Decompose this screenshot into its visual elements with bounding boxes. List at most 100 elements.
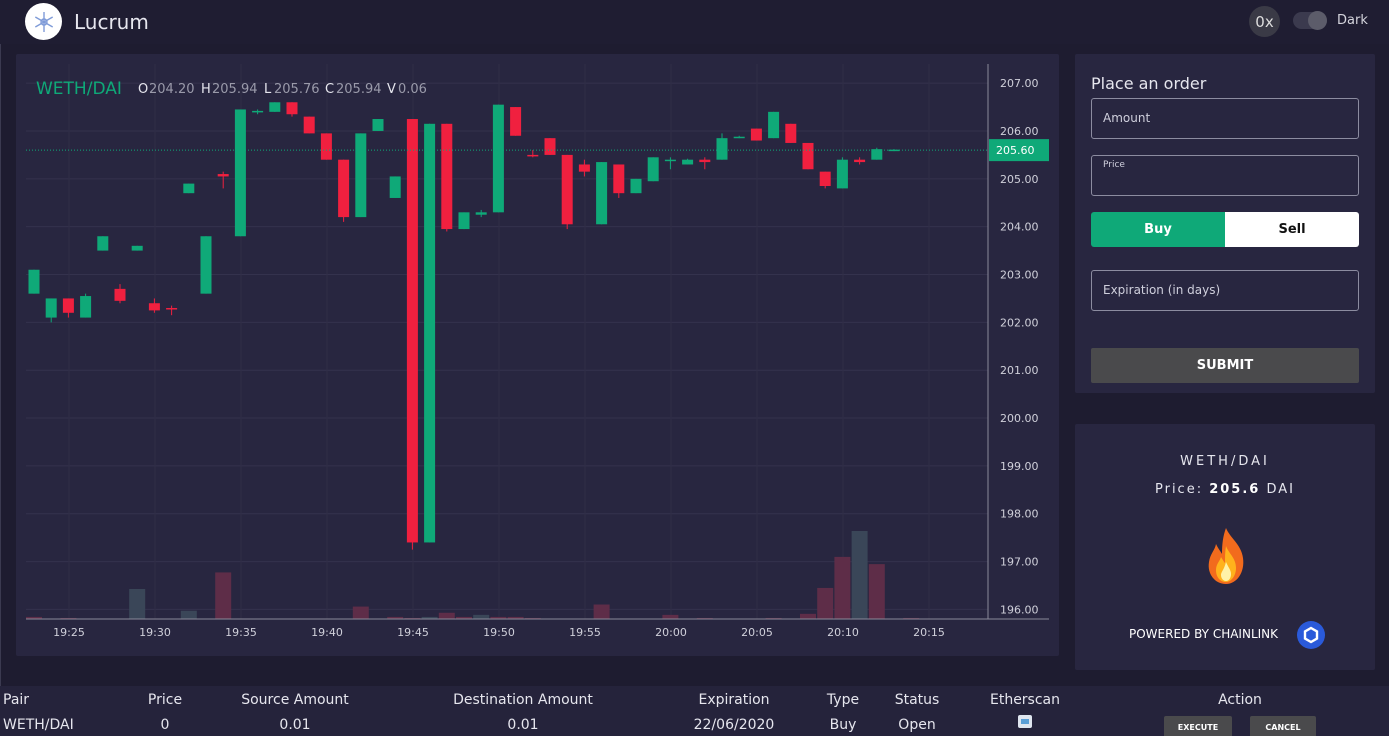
x-tick-label: 19:35 xyxy=(225,626,257,639)
candle xyxy=(355,133,367,218)
candle-body xyxy=(252,110,264,113)
volume-bar xyxy=(593,604,610,619)
candle-body xyxy=(699,159,711,163)
candle-body xyxy=(269,102,281,112)
candle xyxy=(114,284,126,304)
amount-input[interactable]: Amount xyxy=(1091,98,1359,139)
candle-body xyxy=(578,164,590,172)
x-tick-label: 20:05 xyxy=(741,626,773,639)
candle xyxy=(441,123,453,232)
buy-button[interactable]: Buy xyxy=(1091,212,1225,247)
candle-body xyxy=(750,128,762,141)
chainlink-icon xyxy=(1297,621,1325,649)
execute-button[interactable]: EXECUTE xyxy=(1164,716,1232,736)
candle-body xyxy=(647,157,659,182)
candle xyxy=(303,116,315,134)
volume-bar xyxy=(26,616,42,619)
volume-bar xyxy=(696,617,713,619)
theme-toggle[interactable] xyxy=(1293,11,1327,30)
candle xyxy=(527,150,539,158)
sell-button[interactable]: Sell xyxy=(1225,212,1359,247)
left-border xyxy=(0,44,1,686)
candle xyxy=(97,236,109,251)
candle-body xyxy=(62,298,74,313)
candle-body xyxy=(733,136,745,139)
legend-close-value: 205.94 xyxy=(336,82,382,97)
cancel-button[interactable]: CANCEL xyxy=(1250,716,1316,736)
candle-body xyxy=(630,178,642,194)
price-prefix: Price: xyxy=(1154,482,1204,497)
candle-body xyxy=(97,236,109,251)
candle-body xyxy=(389,176,401,198)
chart-pair-label: WETH/DAI xyxy=(36,79,122,99)
candle xyxy=(45,298,57,323)
candle-body xyxy=(372,119,384,131)
volume-bar xyxy=(404,617,421,619)
candle xyxy=(596,162,608,225)
candle-body xyxy=(768,111,780,139)
price-unit: DAI xyxy=(1266,482,1295,497)
candle-body xyxy=(492,104,504,213)
x-tick-label: 19:50 xyxy=(483,626,515,639)
legend-high-label: H xyxy=(201,82,211,97)
candle-body xyxy=(200,236,212,294)
legend-low-value: 205.76 xyxy=(274,82,320,97)
expiration-input[interactable]: Expiration (in days) xyxy=(1091,270,1359,311)
etherscan-link-icon[interactable] xyxy=(1018,715,1032,728)
header-etherscan: Etherscan xyxy=(989,692,1061,708)
y-tick-label: 197.00 xyxy=(1000,556,1039,569)
candle xyxy=(802,142,814,170)
price-chart-panel[interactable]: 207.00 206.00 205.00 204.00 203.00 202.00 201.… xyxy=(16,54,1059,656)
y-tick-label: 206.00 xyxy=(1000,125,1039,138)
candle xyxy=(613,164,625,198)
candle-body xyxy=(338,159,350,218)
current-price-tag xyxy=(989,139,1049,162)
candle-body xyxy=(802,142,814,170)
candle-body xyxy=(303,116,315,134)
y-tick-label: 196.00 xyxy=(1000,603,1039,616)
candle xyxy=(389,176,401,198)
x-tick-label: 19:45 xyxy=(397,626,429,639)
snowflake-icon xyxy=(34,11,53,32)
candle xyxy=(166,305,178,316)
y-tick-label: 198.00 xyxy=(1000,508,1039,521)
candle xyxy=(338,159,350,222)
legend-close-label: C xyxy=(325,82,334,97)
volume-bar xyxy=(903,617,920,619)
current-price-label: 205.60 xyxy=(996,144,1035,157)
candle-body xyxy=(613,164,625,194)
x-tick-label: 19:25 xyxy=(53,626,85,639)
expiration-label: Expiration (in days) xyxy=(1103,283,1221,297)
volume-bar xyxy=(129,588,146,619)
candle-body xyxy=(148,303,160,311)
candle xyxy=(836,157,848,189)
candle xyxy=(578,159,590,177)
candle-body xyxy=(183,183,195,194)
volume-bar xyxy=(352,606,369,619)
candle xyxy=(819,171,831,189)
header-type: Type xyxy=(826,692,860,708)
candle-body xyxy=(406,119,418,543)
candle-body xyxy=(596,162,608,225)
candle xyxy=(320,133,332,160)
candle xyxy=(682,158,694,165)
x-tick-label: 19:40 xyxy=(311,626,343,639)
cell-expiration: 22/06/2020 xyxy=(693,717,775,733)
price-input[interactable]: Price xyxy=(1091,155,1359,196)
orders-table: Pair Price Source Amount Destination Amo… xyxy=(0,686,1389,736)
y-tick-label: 204.00 xyxy=(1000,221,1039,234)
candle-body xyxy=(441,123,453,230)
candle xyxy=(716,133,728,160)
volume-bar xyxy=(438,612,455,619)
buy-sell-toggle: Buy Sell xyxy=(1091,212,1359,247)
candle-body xyxy=(320,133,332,160)
legend-open-value: 204.20 xyxy=(149,82,195,97)
candle-body xyxy=(871,149,883,160)
zerox-badge[interactable]: 0x xyxy=(1249,6,1280,37)
candle xyxy=(699,157,711,170)
header-destination-amount: Destination Amount xyxy=(453,692,593,708)
candlestick-chart[interactable]: 207.00 206.00 205.00 204.00 203.00 202.00 201.… xyxy=(16,54,1059,656)
lucrum-logo[interactable] xyxy=(25,3,62,40)
candle xyxy=(183,183,195,194)
submit-button[interactable]: SUBMIT xyxy=(1091,348,1359,383)
